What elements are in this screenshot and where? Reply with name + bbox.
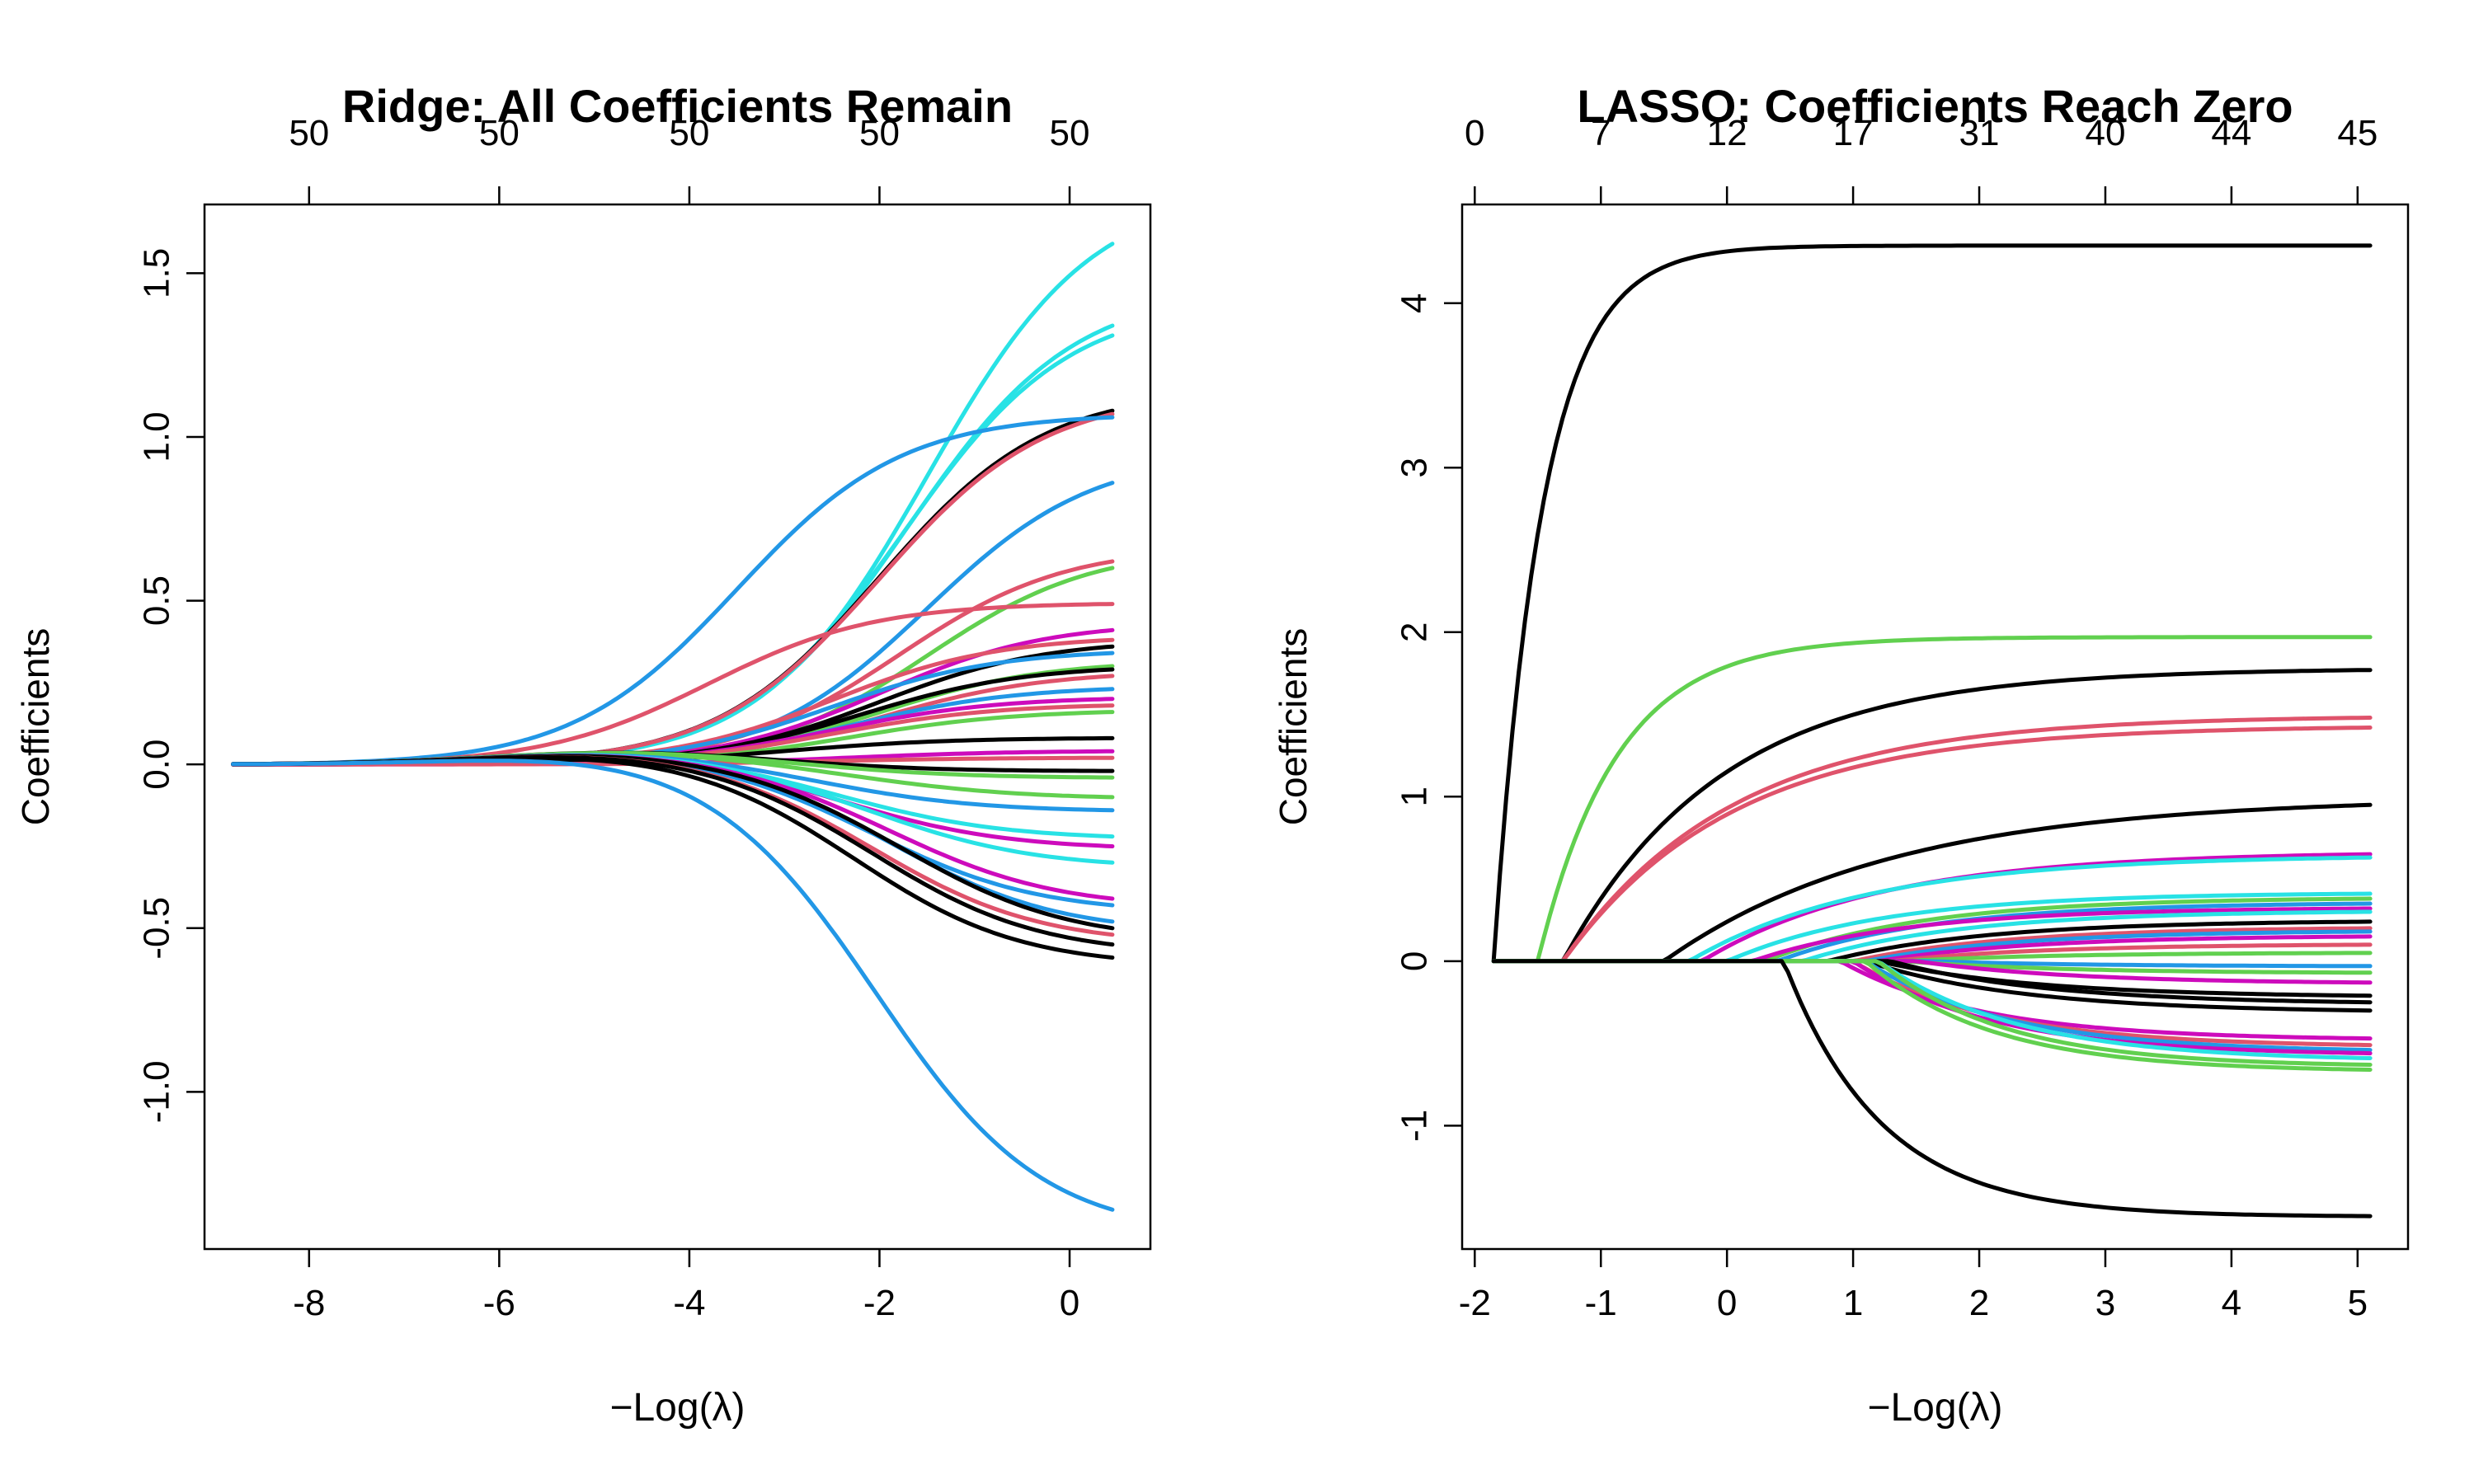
top-tick-label: 40 xyxy=(2085,113,2125,153)
y-tick-label: -1 xyxy=(1395,1110,1435,1142)
chart-title: Ridge: All Coefficients Remain xyxy=(342,80,1013,132)
top-tick-label: 50 xyxy=(479,113,520,153)
top-tick-label: 44 xyxy=(2211,113,2251,153)
y-tick-label: 3 xyxy=(1395,458,1435,477)
top-tick-label: 50 xyxy=(859,113,900,153)
series-line xyxy=(1491,635,2373,964)
series-line xyxy=(1491,959,2373,1219)
x-tick-label: 5 xyxy=(2348,1283,2368,1323)
series-group xyxy=(231,242,1115,1212)
x-tick-label: 4 xyxy=(2222,1283,2241,1323)
top-tick-label: 12 xyxy=(1707,113,1747,153)
series-line xyxy=(231,754,1115,924)
top-tick-label: 0 xyxy=(1465,113,1484,153)
x-tick-label: 1 xyxy=(1843,1283,1863,1323)
series-line xyxy=(1491,726,2373,964)
top-tick-label: 17 xyxy=(1833,113,1874,153)
top-tick-label: 50 xyxy=(289,113,329,153)
y-tick-label: 1.0 xyxy=(137,411,177,462)
series-group xyxy=(1491,243,2373,1219)
plot-frame xyxy=(1460,203,2410,1251)
top-tick-label: 50 xyxy=(669,113,709,153)
plot-frame xyxy=(203,203,1152,1251)
y-axis-label: Coefficients xyxy=(14,628,57,826)
y-tick-label: 0.0 xyxy=(137,740,177,790)
series-line xyxy=(231,627,1115,767)
x-tick-label: -4 xyxy=(673,1283,705,1323)
x-tick-label: -2 xyxy=(1459,1283,1491,1323)
y-tick-label: 0.5 xyxy=(137,575,177,626)
series-line xyxy=(1491,716,2373,964)
y-tick-label: 0 xyxy=(1395,951,1435,971)
series-line xyxy=(231,755,1115,947)
x-tick-label: 0 xyxy=(1717,1283,1737,1323)
x-tick-label: 0 xyxy=(1060,1283,1079,1323)
series-line xyxy=(231,754,1115,908)
top-tick-label: 50 xyxy=(1050,113,1090,153)
series-line xyxy=(231,758,1115,1212)
x-tick-label: 3 xyxy=(2095,1283,2115,1323)
x-tick-label: -8 xyxy=(293,1283,325,1323)
x-tick-label: 2 xyxy=(1969,1283,1989,1323)
top-tick-label: 45 xyxy=(2337,113,2378,153)
series-line xyxy=(231,242,1115,767)
x-tick-label: -1 xyxy=(1585,1283,1617,1323)
y-tick-label: 1 xyxy=(1395,787,1435,806)
y-tick-label: -0.5 xyxy=(137,897,177,960)
x-axis-label: −Log(λ) xyxy=(609,1386,745,1430)
series-line xyxy=(1491,243,2373,964)
y-tick-label: 1.5 xyxy=(137,248,177,298)
chart-title: LASSO: Coefficients Reach Zero xyxy=(1577,80,2293,132)
top-tick-label: 7 xyxy=(1591,113,1611,153)
y-tick-label: 2 xyxy=(1395,622,1435,642)
top-tick-label: 31 xyxy=(1959,113,2000,153)
x-axis-label: −Log(λ) xyxy=(1867,1386,2002,1430)
y-tick-label: 4 xyxy=(1395,293,1435,312)
y-axis-label: Coefficients xyxy=(1272,628,1315,826)
y-tick-label: -1.0 xyxy=(137,1060,177,1123)
series-line xyxy=(1491,668,2373,964)
series-line xyxy=(231,559,1115,767)
x-tick-label: -2 xyxy=(863,1283,896,1323)
ridge-panel: -8 -6 -4 -2 0 50 50 50 50 50 -1.0 -0.5 0.0 0.5 1.0 1.5 R… xyxy=(14,80,1152,1430)
x-tick-label: -6 xyxy=(483,1283,515,1323)
